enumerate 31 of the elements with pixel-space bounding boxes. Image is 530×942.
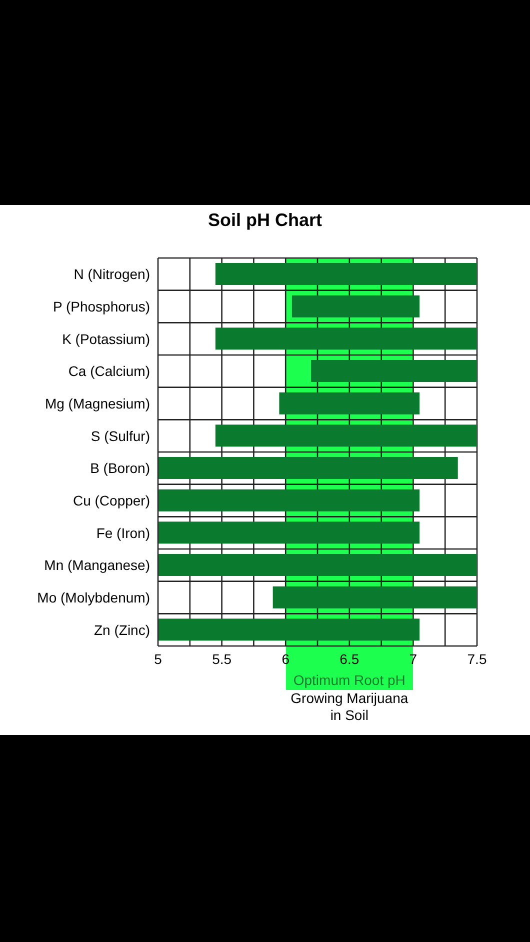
bar — [215, 424, 477, 447]
band-label: Optimum Root pH — [293, 672, 406, 688]
y-tick-label: Mo (Molybdenum) — [37, 589, 150, 606]
bar — [158, 489, 420, 512]
bar — [158, 457, 458, 479]
bar — [279, 392, 420, 414]
bar — [272, 586, 477, 608]
bar — [215, 328, 477, 350]
x-tick-label: 5.5 — [212, 650, 232, 667]
y-tick-label: N (Nitrogen) — [74, 266, 150, 282]
bar — [158, 618, 420, 641]
x-tick-label: 6.5 — [340, 650, 360, 667]
y-tick-label: Mn (Manganese) — [44, 557, 150, 574]
y-tick-label: Zn (Zinc) — [94, 622, 150, 638]
y-tick-label: Cu (Copper) — [72, 492, 150, 508]
bar — [215, 263, 477, 285]
text: Growing Marijuana in Soil — [290, 690, 410, 724]
y-tick-label: P (Phosphorus) — [52, 298, 150, 314]
bar — [292, 295, 420, 318]
y-tick-label: Fe (Iron) — [96, 524, 150, 541]
bar — [158, 522, 420, 544]
bar — [158, 554, 477, 576]
x-tick-label: 5 — [154, 650, 162, 667]
y-tick-label: Ca (Calcium) — [68, 363, 150, 380]
x-tick-label: 7.5 — [467, 650, 487, 667]
y-tick-label: K (Potassium) — [62, 330, 150, 347]
y-tick-label: B (Boron) — [90, 460, 150, 476]
y-tick-label: Mg (Magnesium) — [44, 395, 150, 412]
y-tick-label: S (Sulfur) — [90, 428, 150, 444]
bar — [311, 360, 477, 382]
chart-title: Soil pH Chart — [206, 210, 323, 231]
